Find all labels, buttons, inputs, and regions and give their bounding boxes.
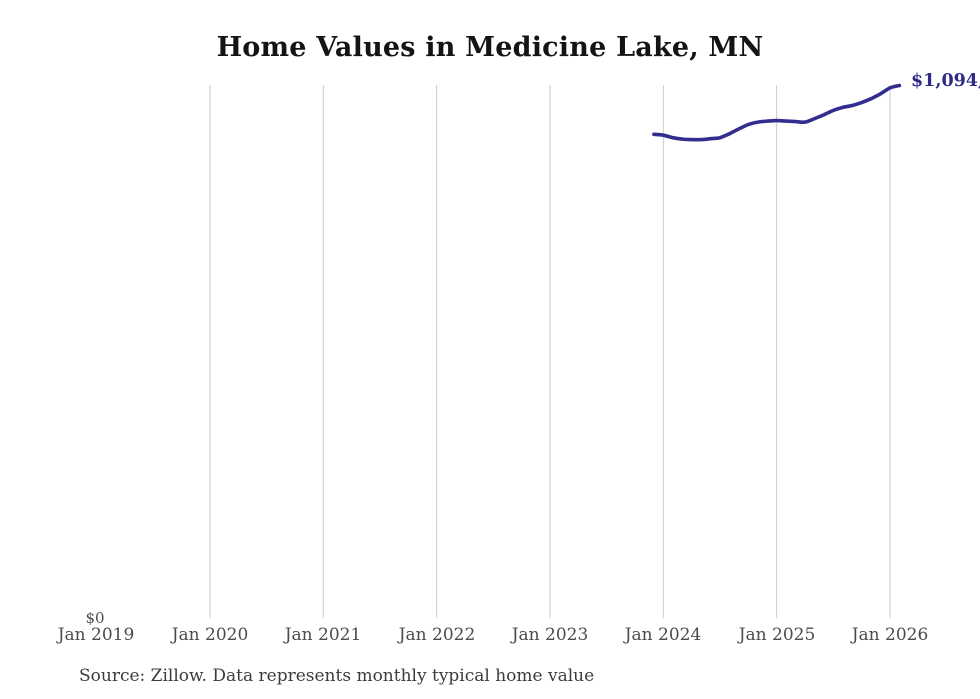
x-tick-label-2023: Jan 2023 <box>511 625 589 645</box>
x-tick-label-2020: Jan 2020 <box>171 625 249 645</box>
line-end-value-label: $1,094, <box>911 71 980 91</box>
y-axis-zero-label: $0 <box>85 609 105 627</box>
x-tick-label-2021: Jan 2021 <box>284 625 362 645</box>
chart-title: Home Values in Medicine Lake, MN <box>216 32 764 63</box>
x-tick-label-2019: Jan 2019 <box>57 625 135 645</box>
x-tick-label-2025: Jan 2025 <box>738 625 816 645</box>
home-value-line <box>652 83 902 142</box>
gridlines <box>209 85 891 618</box>
x-tick-label-2022: Jan 2022 <box>398 625 476 645</box>
source-note: Source: Zillow. Data represents monthly … <box>79 666 595 686</box>
x-tick-label-2024: Jan 2024 <box>624 625 702 645</box>
x-tick-label-2026: Jan 2026 <box>851 625 929 645</box>
